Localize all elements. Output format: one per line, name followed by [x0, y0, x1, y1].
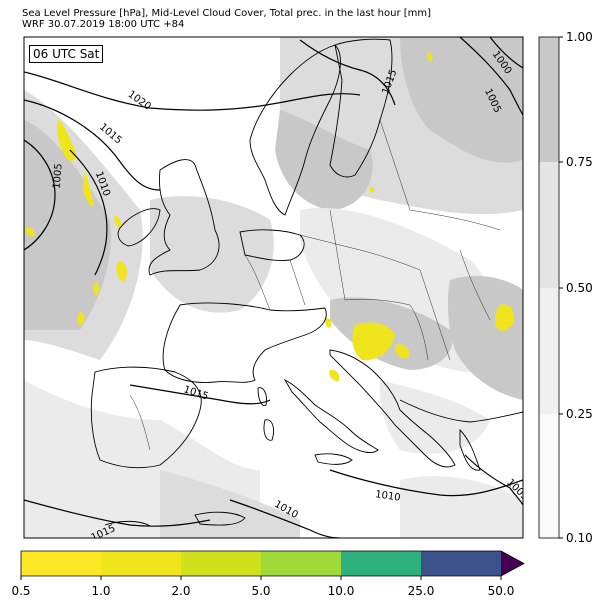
precip-tick-label: 25.0 [407, 584, 435, 598]
isobars [24, 37, 523, 538]
precip-band [421, 551, 501, 576]
precip-extend-arrow [501, 551, 524, 576]
map-subtitle: WRF 30.07.2019 18:00 UTC +84 [22, 19, 185, 30]
cloud-tick-label: 1.00 [566, 30, 593, 44]
map-frame [23, 36, 524, 539]
precip-band [101, 551, 181, 576]
cloud-band [539, 414, 559, 538]
precip-band [181, 551, 261, 576]
cloud-band [539, 288, 559, 414]
precip-tick-label: 2.0 [171, 584, 191, 598]
map-title: Sea Level Pressure [hPa], Mid-Level Clou… [22, 8, 432, 19]
borders [129, 119, 501, 451]
precip-tick-label: 50.0 [487, 584, 515, 598]
precip-layer [26, 52, 515, 382]
isobar-label: 1005 [52, 163, 65, 189]
coastlines [90, 38, 523, 527]
forecast-time-stamp: 06 UTC Sat [29, 45, 104, 63]
map-panel: 1000 1005 1015 1020 1015 1010 1005 1015 … [24, 37, 523, 538]
precip-tick-label: 10.0 [327, 584, 355, 598]
cloud-colorbar [538, 36, 563, 539]
precip-band [261, 551, 341, 576]
cloud-tick-label: 0.50 [566, 281, 593, 295]
precip-tick-label: 1.0 [91, 584, 111, 598]
isobar-label: 1010 [374, 489, 401, 503]
precip-colorbar [20, 550, 525, 580]
cloud-tick-label: 0.75 [566, 155, 593, 169]
cloud-band [539, 37, 559, 162]
precip-band [341, 551, 421, 576]
precip-band [21, 551, 101, 576]
precip-tick-label: 0.5 [11, 584, 31, 598]
cloud-tick-label: 0.10 [566, 531, 593, 545]
cloud-tick-label: 0.25 [566, 407, 593, 421]
cloud-band [539, 162, 559, 288]
precip-tick-label: 5.0 [251, 584, 271, 598]
